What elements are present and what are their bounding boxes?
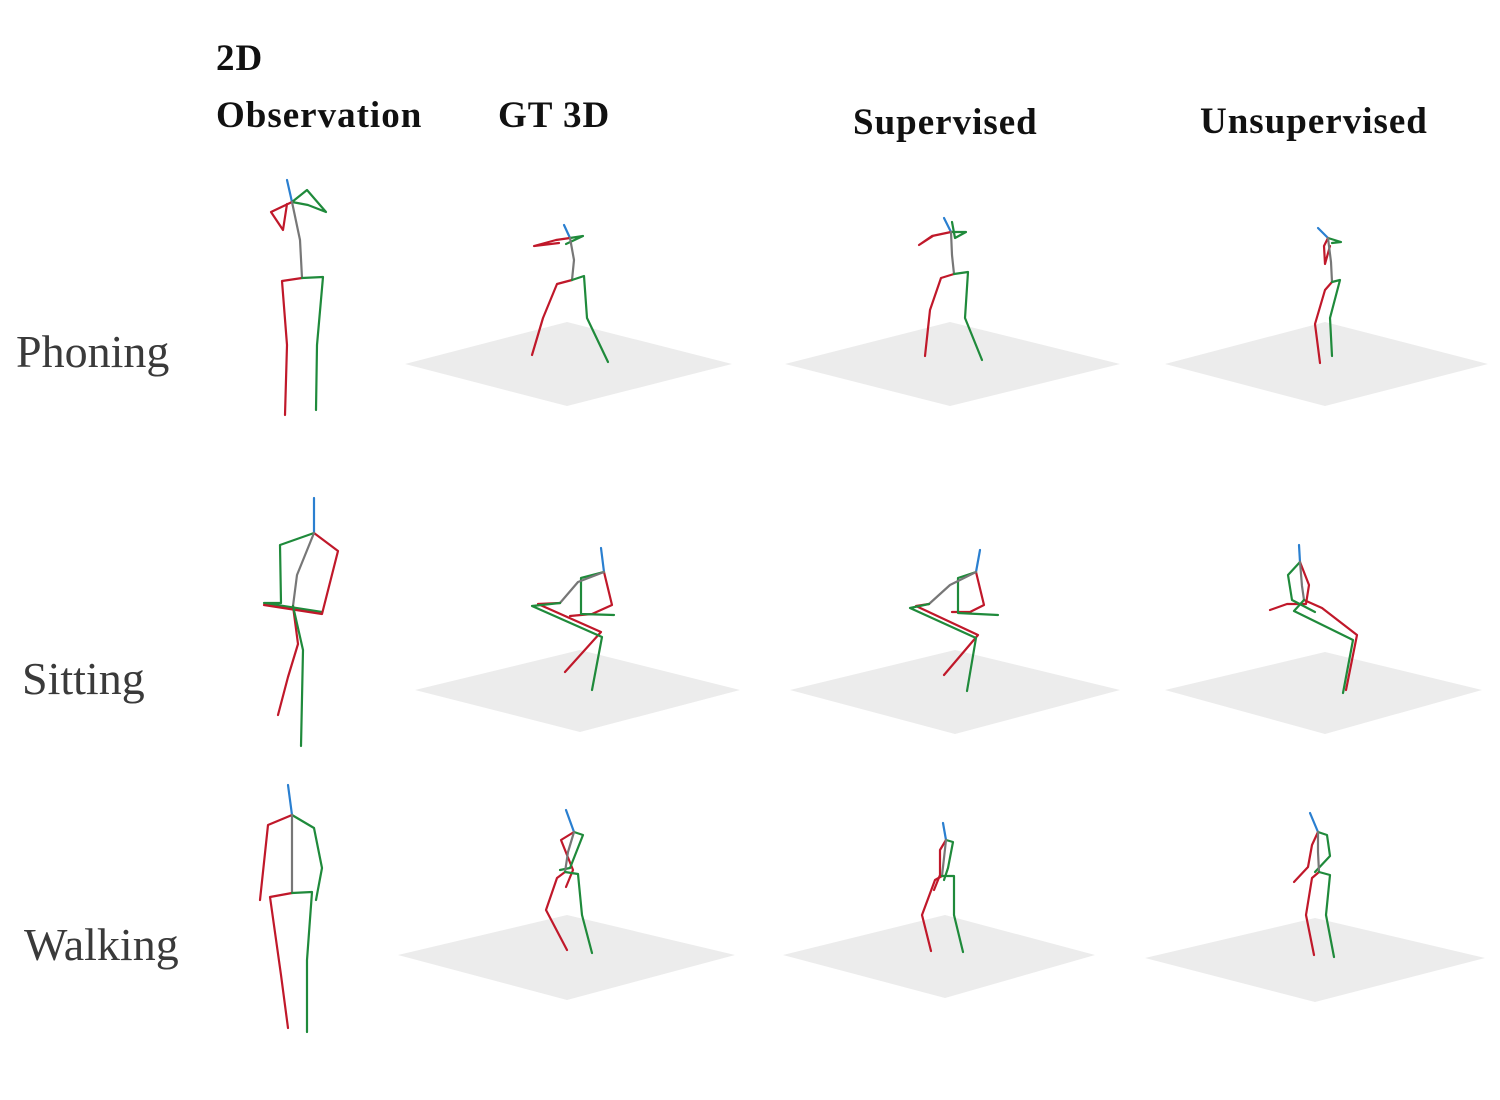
ground-plane-walking-gt: [398, 915, 735, 1000]
row-label-phoning: Phoning: [16, 326, 170, 377]
skeleton-sitting-unsup: [1268, 543, 1359, 695]
row-label-sitting: Sitting: [22, 653, 145, 704]
skeleton-sitting-gt: [530, 546, 616, 692]
ground-plane-sitting-gt: [415, 650, 740, 732]
skeleton-phoning-sup: [917, 216, 984, 362]
ground-plane-walking-unsup: [1145, 918, 1485, 1002]
header-unsupervised: Unsupervised: [1200, 101, 1428, 142]
header-gt-3d: GT 3D: [498, 95, 611, 136]
header-supervised: Supervised: [853, 102, 1038, 143]
header-2d-observation: 2D Observation: [216, 30, 422, 144]
skeleton-walking-gt: [544, 808, 594, 955]
skeleton-phoning-2d: [269, 178, 328, 417]
skeleton-phoning-gt: [530, 223, 610, 364]
ground-plane-phoning-gt: [405, 322, 732, 406]
ground-plane-walking-sup: [783, 915, 1095, 998]
skeleton-phoning-unsup: [1313, 226, 1343, 365]
skeleton-walking-sup: [920, 821, 965, 954]
ground-plane-sitting-unsup: [1165, 652, 1482, 734]
ground-plane-phoning-unsup: [1165, 322, 1488, 406]
ground-plane-sitting-sup: [790, 650, 1120, 734]
skeleton-walking-2d: [258, 783, 324, 1034]
ground-plane-phoning-sup: [785, 322, 1120, 406]
row-label-walking: Walking: [24, 919, 179, 970]
skeleton-walking-unsup: [1292, 811, 1336, 959]
skeleton-sitting-2d: [262, 496, 340, 748]
header-2d-line2: Observation: [216, 95, 423, 136]
header-2d-line1: 2D: [216, 38, 264, 79]
skeleton-sitting-sup: [908, 548, 1000, 693]
